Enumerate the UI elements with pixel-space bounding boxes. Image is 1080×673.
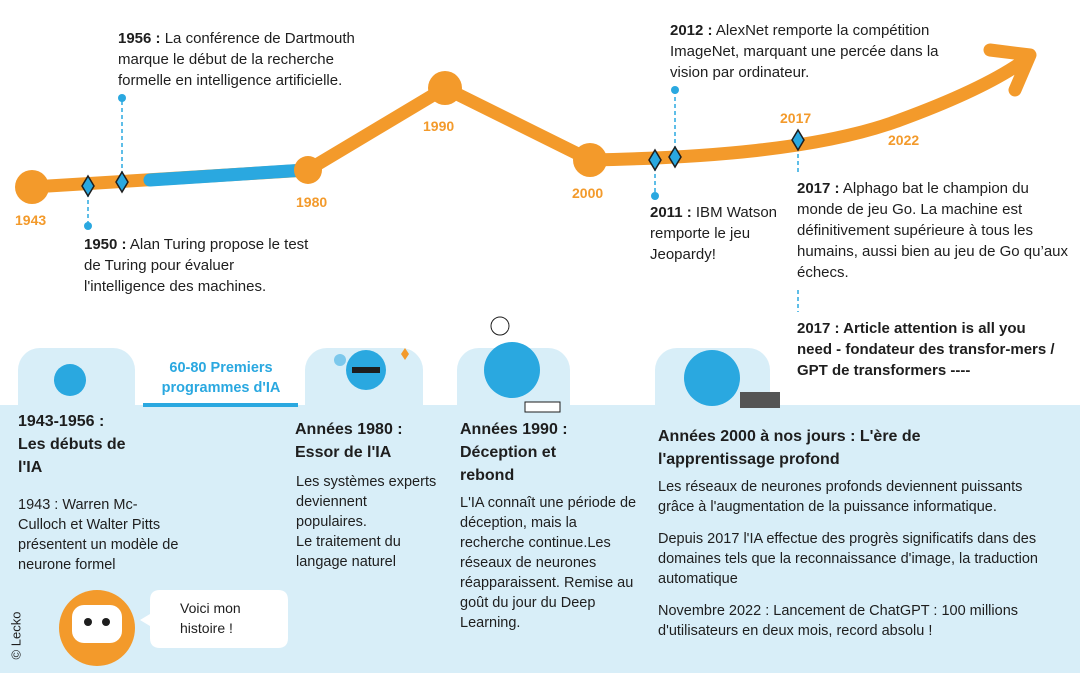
event: 2017 : Article attention is all you need…	[797, 318, 1062, 381]
event-text: Alphago bat le champion du monde de jeu …	[797, 180, 1069, 281]
year-label: 2017	[780, 110, 812, 126]
event-date: 2017 :	[797, 320, 840, 337]
period-text: Les systèmes experts deviennent populair…	[296, 472, 441, 584]
event: 1950 : Alan Turing propose le test de Tu…	[84, 234, 312, 297]
connectors	[87, 90, 799, 312]
event-text: Article attention is all you need - fond…	[797, 320, 1055, 379]
paragraph: Novembre 2022 : Lancement de ChatGPT : 1…	[658, 603, 1019, 639]
year-label: 2022	[888, 132, 920, 148]
credit: © Lecko	[8, 611, 24, 660]
blue-segment	[143, 163, 312, 187]
illustrations	[54, 316, 780, 413]
event: 1956 : La conférence de Dartmouth marque…	[118, 28, 390, 91]
paragraph: L'IA connaît une période de déception, m…	[460, 495, 637, 631]
event: 2017 : Alphago bat le champion du monde …	[797, 178, 1075, 283]
paragraph: Depuis 2017 l'IA effectue des progrès si…	[658, 531, 1038, 587]
speech-bubble: Voici mon histoire !	[180, 600, 241, 636]
period-text: 1943 : Warren Mc-Culloch et Walter Pitts…	[18, 495, 183, 587]
event-date: 2017 :	[797, 180, 840, 197]
event: 2012 : AlexNet remporte la compétition I…	[670, 20, 970, 83]
year-label: 2000	[572, 185, 604, 201]
period-text: Les réseaux de neurones profonds devienn…	[658, 477, 1058, 653]
year-label: 1980	[296, 194, 328, 210]
paragraph: Le traitement du langage naturel	[296, 534, 401, 570]
period-text: L'IA connaît une période de déception, m…	[460, 493, 640, 645]
period-title: Années 2000 à nos jours : L'ère de l'app…	[658, 428, 921, 468]
event-text: AlexNet remporte la compétition ImageNet…	[670, 22, 939, 81]
interlude-label: 60-80 Premiers programmes d'IA	[161, 360, 281, 396]
period-title: 1943-1956 : Les débuts de l'IA	[18, 413, 126, 476]
period-title: Années 1990 : Déception et rebond	[460, 421, 568, 484]
period-title: Années 1980 : Essor de l'IA	[295, 421, 403, 461]
event: 2011 : IBM Watson remporte le jeu Jeopar…	[650, 202, 790, 265]
event-date: 1956 :	[118, 30, 161, 47]
mascot	[59, 590, 288, 666]
event-text: IBM Watson remporte le jeu Jeopardy!	[650, 204, 778, 263]
event-date: 1950 :	[84, 236, 127, 253]
diamonds	[81, 128, 805, 198]
timeline	[25, 53, 1032, 194]
event-date: 2011 :	[650, 204, 692, 221]
event-text: La conférence de Dartmouth marque le déb…	[118, 30, 355, 89]
year-label: 1943	[15, 212, 47, 228]
paragraph: Les systèmes experts deviennent populair…	[296, 474, 437, 530]
paragraph: 1943 : Warren Mc-Culloch et Walter Pitts…	[18, 497, 179, 573]
arrow-head	[983, 43, 1037, 97]
year-label: 1990	[423, 118, 455, 134]
event-text: Alan Turing propose le test de Turing po…	[84, 236, 309, 295]
milestones	[15, 71, 607, 204]
connector-dots	[84, 86, 679, 230]
paragraph: Les réseaux de neurones profonds devienn…	[658, 479, 1023, 515]
event-date: 2012 :	[670, 22, 713, 39]
